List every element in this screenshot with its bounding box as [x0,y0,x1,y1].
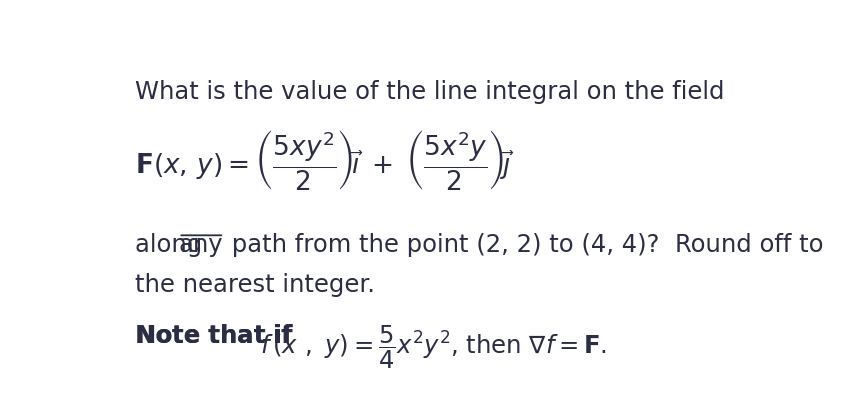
Text: path from the point (2, 2) to (4, 4)?  Round off to: path from the point (2, 2) to (4, 4)? Ro… [224,233,824,257]
Text: $f\,(x\ ,\ y) = \dfrac{5}{4}x^2 y^2$, then $\nabla f = \mathbf{F}$.: $f\,(x\ ,\ y) = \dfrac{5}{4}x^2 y^2$, th… [260,324,607,371]
Text: the nearest integer.: the nearest integer. [135,273,375,297]
Text: What is the value of the line integral on the field: What is the value of the line integral o… [135,80,725,104]
Text: along: along [135,233,210,257]
Text: $\mathbf{F}(x,\,y) = \left(\dfrac{5xy^2}{2}\right)\!\vec{\imath}\;+\;\left(\dfra: $\mathbf{F}(x,\,y) = \left(\dfrac{5xy^2}… [135,129,515,193]
Text: any: any [179,233,223,257]
Text: $\mathbf{Note\ that\ if}$: $\mathbf{Note\ that\ if}$ [135,324,294,347]
Text: Note that if: Note that if [135,324,301,347]
